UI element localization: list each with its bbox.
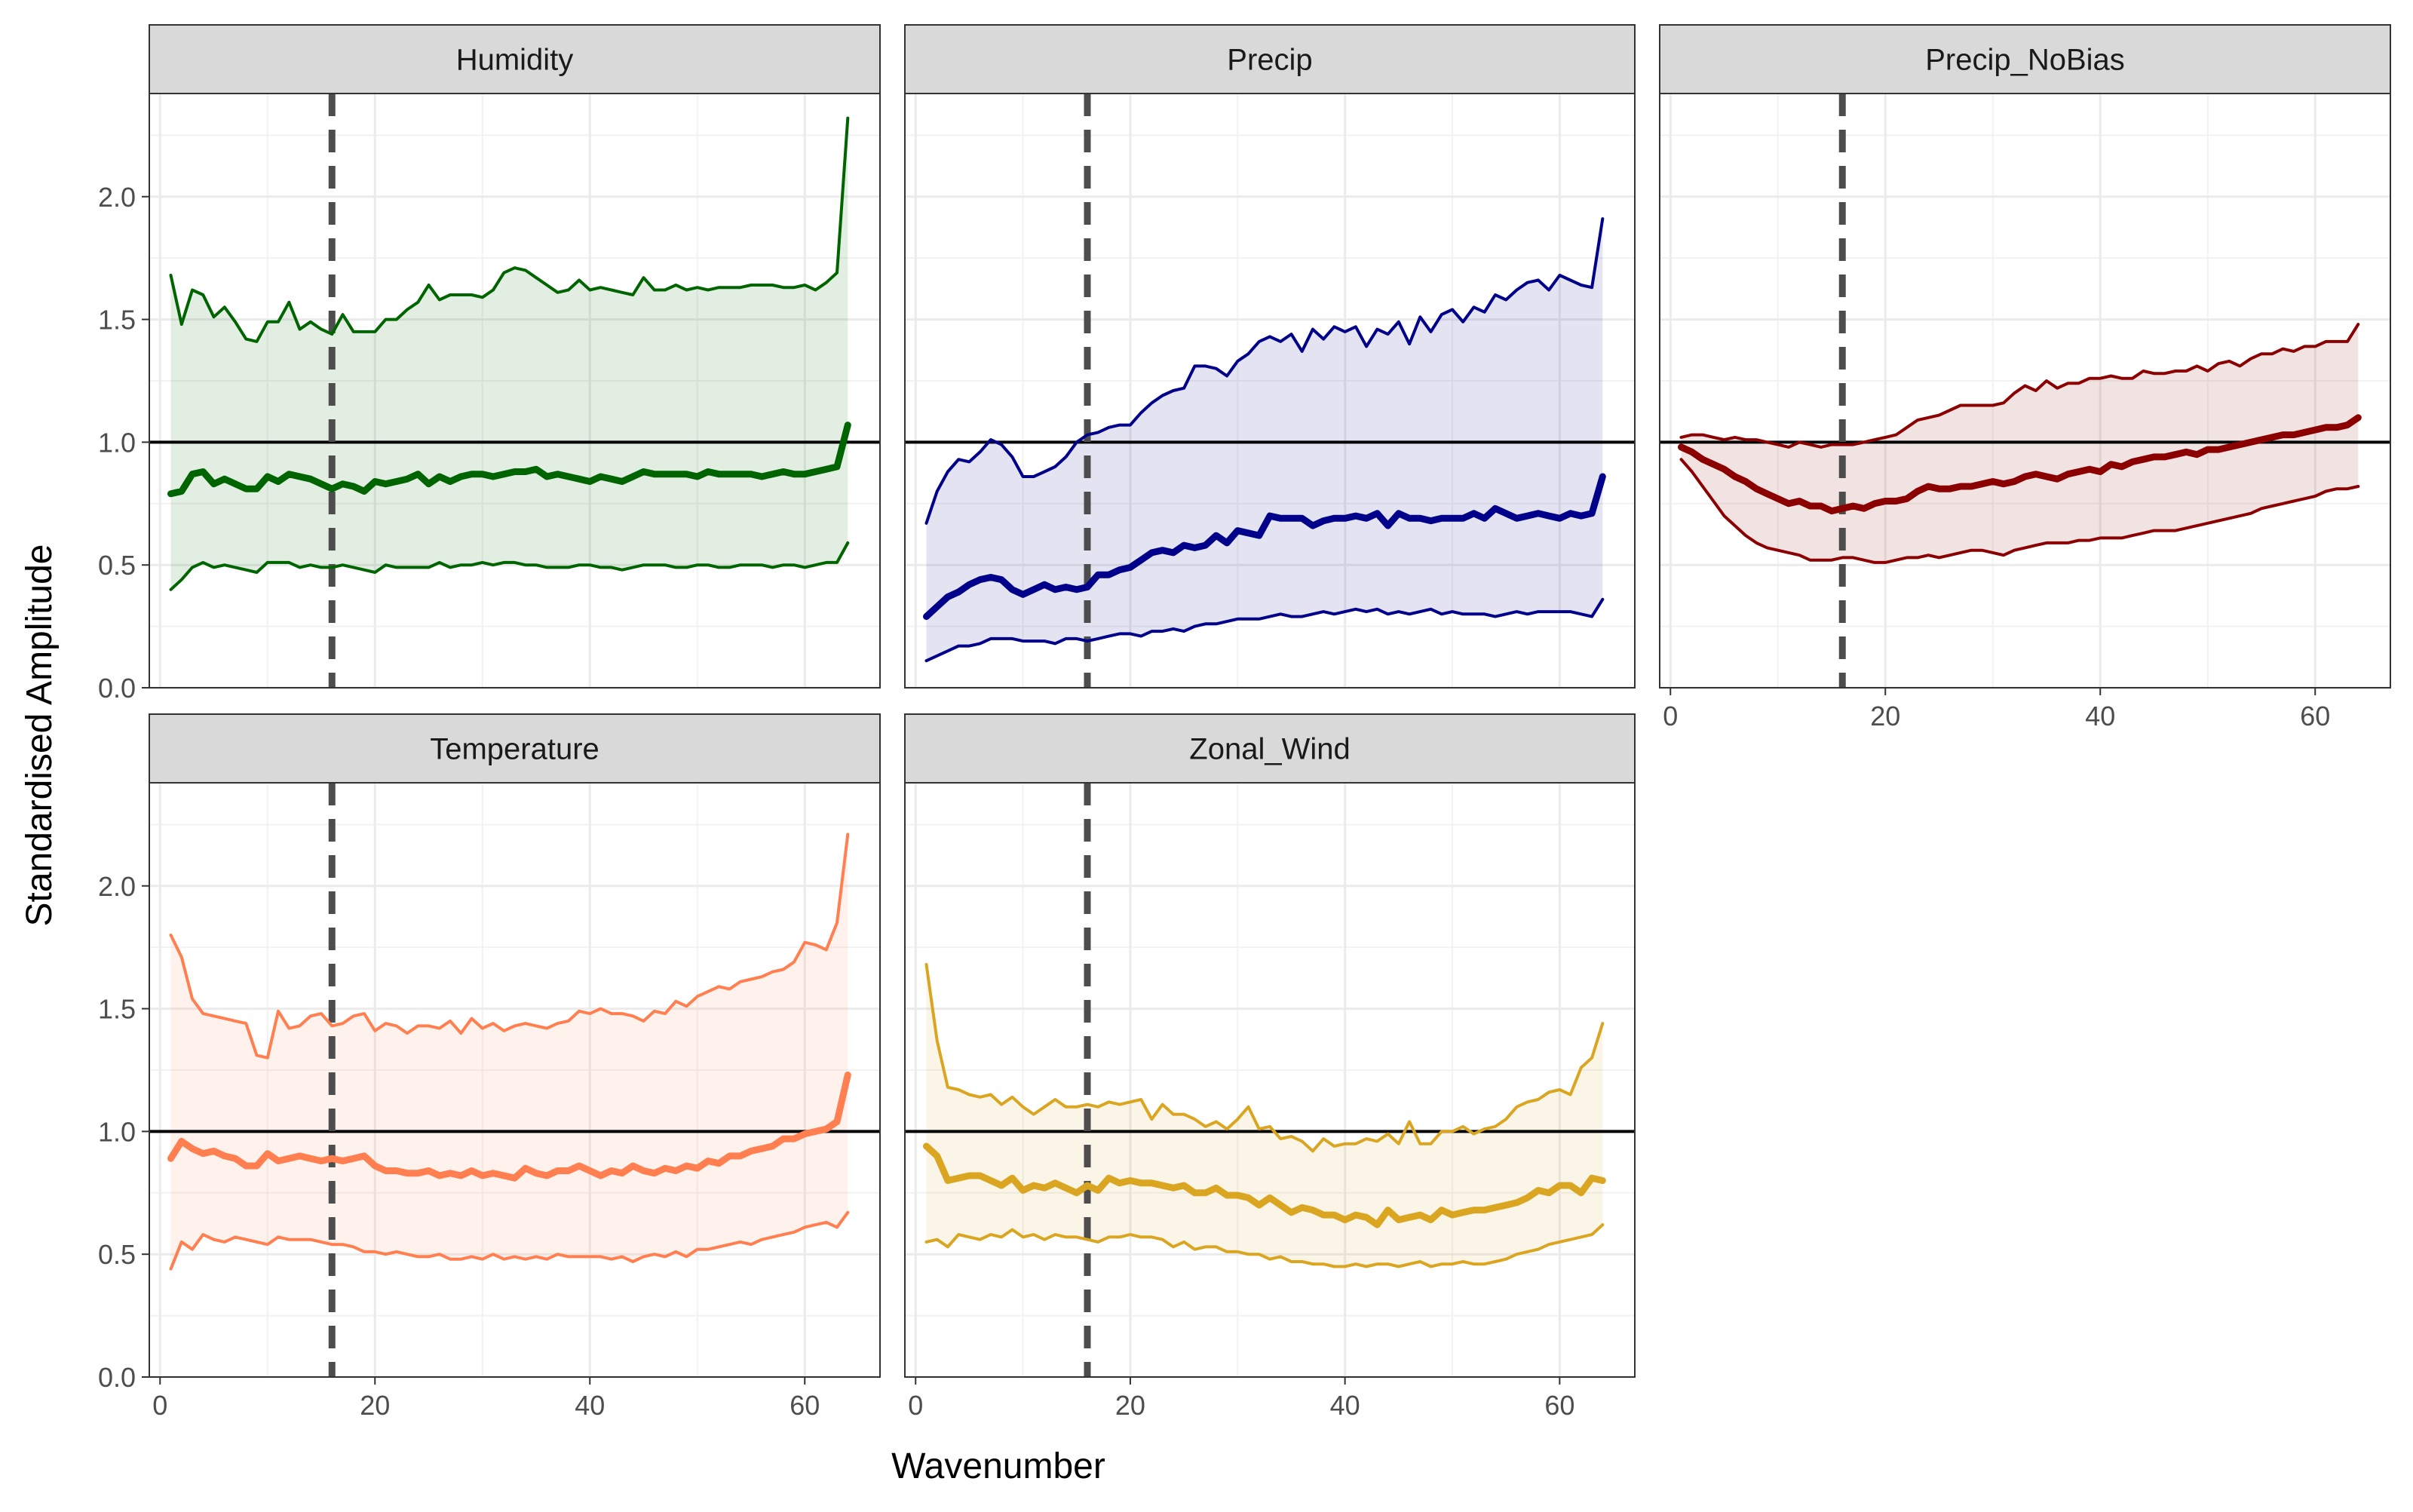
y-tick-label: 2.0	[98, 182, 136, 213]
panel-background	[1660, 94, 2390, 688]
facet-strip	[149, 24, 881, 94]
panel-border	[149, 93, 881, 689]
median-series-line	[1678, 414, 2362, 515]
panel-border	[1659, 93, 2391, 689]
x-tick-label: 0	[908, 1390, 923, 1421]
panel-border	[149, 782, 881, 1378]
upper-series-line	[169, 833, 850, 1060]
panel-humidity: Humidity 0.0 0.5 1.0 1.5 2.0	[98, 24, 881, 704]
x-tick-label: 40	[2085, 701, 2115, 731]
panel-zonal-wind: Zonal_Wind 0 20 40 60	[904, 713, 1636, 1421]
facet-strip-label: Precip	[1227, 44, 1312, 77]
x-tick-label: 40	[575, 1390, 605, 1421]
upper-series-line	[169, 116, 850, 343]
lower-series-line	[1679, 458, 2360, 564]
y-tick-label: 2.0	[98, 871, 136, 902]
x-tick-label: 60	[790, 1390, 820, 1421]
x-tick-label: 40	[1330, 1390, 1360, 1421]
panel-background	[149, 783, 880, 1377]
x-tick-label: 20	[1870, 701, 1900, 731]
x-axis-title: Wavenumber	[891, 1446, 1105, 1486]
facet-strip	[1659, 24, 2391, 94]
x-tick-label: 60	[1544, 1390, 1574, 1421]
facet-strip-label: Zonal_Wind	[1189, 733, 1350, 766]
y-tick-label: 0.5	[98, 1239, 136, 1270]
lower-series-line	[924, 1223, 1605, 1268]
median-series-line	[167, 422, 851, 498]
x-tick-label: 60	[2300, 701, 2330, 731]
x-tick-label: 20	[360, 1390, 390, 1421]
panel-border	[904, 93, 1636, 689]
x-tick-label: 0	[1663, 701, 1678, 731]
facet-strip-label: Temperature	[430, 733, 599, 766]
median-series-line	[923, 1142, 1606, 1228]
panel-border	[904, 782, 1636, 1378]
median-series-line	[167, 1072, 851, 1182]
y-tick-label: 1.5	[98, 305, 136, 336]
upper-series-line	[924, 963, 1605, 1153]
median-series-line	[923, 473, 1606, 621]
facet-strip	[904, 24, 1636, 94]
upper-series-line	[924, 217, 1605, 525]
upper-series-line	[1679, 323, 2360, 449]
x-tick-label: 20	[1115, 1390, 1145, 1421]
facet-strip-label: Precip_NoBias	[1925, 44, 2125, 77]
y-tick-label: 1.0	[98, 427, 136, 458]
y-tick-label: 0.0	[98, 1362, 136, 1393]
facet-strip	[904, 713, 1636, 784]
lower-series-line	[169, 541, 850, 591]
y-axis-title: Standardised Amplitude	[20, 544, 60, 927]
y-tick-label: 1.0	[98, 1116, 136, 1147]
facet-strip	[149, 713, 881, 784]
x-tick-label: 0	[152, 1390, 167, 1421]
lower-series-line	[924, 597, 1605, 663]
lower-series-line	[169, 1210, 850, 1271]
facet-strip-label: Humidity	[456, 44, 574, 77]
y-tick-label: 0.0	[98, 673, 136, 704]
panel-temperature: Temperature 0.0 0.5 1.0 1.5 2.0 0 20 40 60	[98, 713, 881, 1421]
y-tick-label: 0.5	[98, 550, 136, 581]
panel-precip-nobias: Precip_NoBias 0 20 40 60	[1659, 24, 2391, 731]
y-tick-label: 1.5	[98, 994, 136, 1025]
panel-precip: Precip	[904, 24, 1636, 689]
panel-background	[149, 94, 880, 688]
panel-background	[905, 94, 1635, 688]
panel-background	[905, 783, 1635, 1377]
